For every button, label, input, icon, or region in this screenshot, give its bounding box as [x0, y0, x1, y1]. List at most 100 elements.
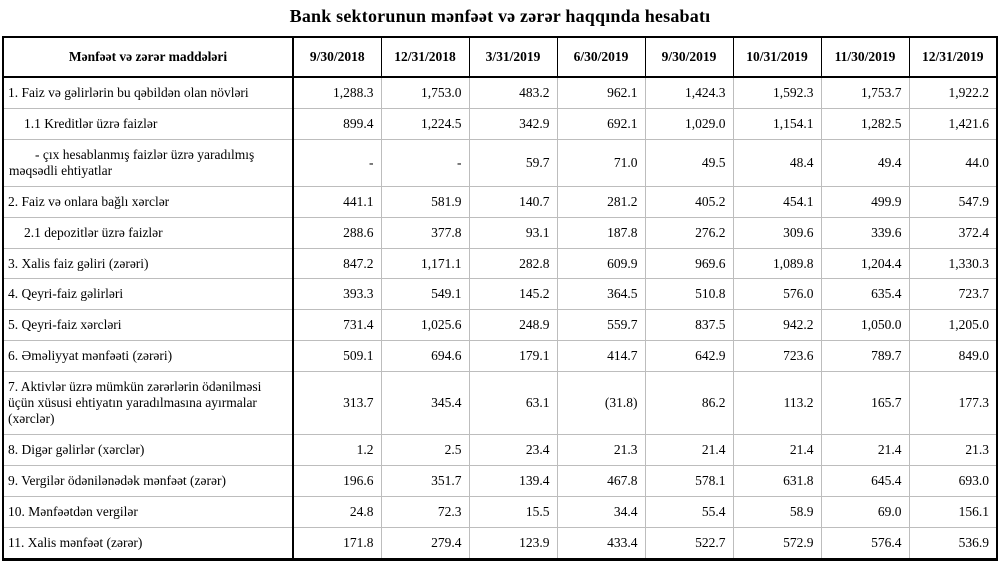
cell-value: 1,224.5	[380, 107, 470, 140]
cell-value: 345.4	[380, 371, 470, 435]
cell-value: 1,424.3	[644, 76, 734, 109]
cell-value: 140.7	[468, 185, 558, 218]
table-row: 10. Mənfəətdən vergilər 24.8 72.3 15.5 34.4 5…	[2, 495, 998, 528]
cell-value: 899.4	[292, 107, 382, 140]
cell-value: 1,154.1	[732, 107, 822, 140]
cell-value: 536.9	[908, 526, 998, 560]
cell-value: 693.0	[908, 464, 998, 497]
cell-value: 499.9	[820, 185, 910, 218]
cell-value: 21.4	[644, 433, 734, 466]
column-header-date: 3/31/2019	[468, 36, 558, 78]
row-label: 3. Xalis faiz gəliri (zərəri)	[2, 247, 294, 280]
table-row: 1. Faiz və gəlirlərin bu qəbildən olan n…	[2, 76, 998, 109]
cell-value: 313.7	[292, 371, 382, 435]
cell-value: 1,753.7	[820, 76, 910, 109]
cell-value: 248.9	[468, 309, 558, 342]
cell-value: 276.2	[644, 216, 734, 249]
table-row: 11. Xalis mənfəət (zərər) 171.8 279.4 123.9…	[2, 526, 998, 560]
cell-value: 581.9	[380, 185, 470, 218]
cell-value: 34.4	[556, 495, 646, 528]
cell-value: 1,205.0	[908, 309, 998, 342]
cell-value: 145.2	[468, 278, 558, 311]
column-header-date: 12/31/2019	[908, 36, 998, 78]
column-header-date: 9/30/2018	[292, 36, 382, 78]
cell-value: 837.5	[644, 309, 734, 342]
cell-value: 339.6	[820, 216, 910, 249]
table-row: 5. Qeyri-faiz xərcləri 731.4 1,025.6 248.9 5…	[2, 309, 998, 342]
cell-value: 645.4	[820, 464, 910, 497]
cell-value: 510.8	[644, 278, 734, 311]
cell-value: 165.7	[820, 371, 910, 435]
table-row: 9. Vergilər ödənilənədək mənfəət (zərər)…	[2, 464, 998, 497]
cell-value: 123.9	[468, 526, 558, 560]
cell-value: 63.1	[468, 371, 558, 435]
cell-value: 547.9	[908, 185, 998, 218]
cell-value: -	[380, 138, 470, 187]
table-row: 1.1 Kreditlər üzrə faizlər 899.4 1,224.5 34…	[2, 107, 998, 140]
cell-value: 1,089.8	[732, 247, 822, 280]
cell-value: 49.4	[820, 138, 910, 187]
cell-value: 309.6	[732, 216, 822, 249]
row-label: 4. Qeyri-faiz gəlirləri	[2, 278, 294, 311]
cell-value: (31.8)	[556, 371, 646, 435]
cell-value: 1,171.1	[380, 247, 470, 280]
table-row: - çıx hesablanmış faizlər üzrə yaradılmı…	[2, 138, 998, 187]
cell-value: 1,421.6	[908, 107, 998, 140]
table-header: Mənfəət və zərər maddələri 9/30/2018 12/31…	[2, 36, 998, 78]
cell-value: 1,288.3	[292, 76, 382, 109]
cell-value: 93.1	[468, 216, 558, 249]
cell-value: 69.0	[820, 495, 910, 528]
table-row: 4. Qeyri-faiz gəlirləri 393.3 549.1 145.2 36…	[2, 278, 998, 311]
cell-value: 171.8	[292, 526, 382, 560]
cell-value: 59.7	[468, 138, 558, 187]
cell-value: 72.3	[380, 495, 470, 528]
cell-value: 156.1	[908, 495, 998, 528]
table-row: 3. Xalis faiz gəliri (zərəri) 847.2 1,171.…	[2, 247, 998, 280]
cell-value: 635.4	[820, 278, 910, 311]
cell-value: 282.8	[468, 247, 558, 280]
cell-value: 2.5	[380, 433, 470, 466]
cell-value: 522.7	[644, 526, 734, 560]
table-row: 6. Əməliyyat mənfəəti (zərəri) 509.1 694.6…	[2, 340, 998, 373]
column-header-date: 10/31/2019	[732, 36, 822, 78]
cell-value: 609.9	[556, 247, 646, 280]
cell-value: 48.4	[732, 138, 822, 187]
cell-value: 1,282.5	[820, 107, 910, 140]
cell-value: 1,753.0	[380, 76, 470, 109]
cell-value: 405.2	[644, 185, 734, 218]
cell-value: 1,204.4	[820, 247, 910, 280]
cell-value: 942.2	[732, 309, 822, 342]
cell-value: 723.7	[908, 278, 998, 311]
cell-value: 279.4	[380, 526, 470, 560]
cell-value: 44.0	[908, 138, 998, 187]
cell-value: 86.2	[644, 371, 734, 435]
profit-loss-table: Mənfəət və zərər maddələri 9/30/2018 12/31…	[2, 36, 998, 561]
row-label: 10. Mənfəətdən vergilər	[2, 495, 294, 528]
cell-value: 24.8	[292, 495, 382, 528]
cell-value: 281.2	[556, 185, 646, 218]
row-label: 11. Xalis mənfəət (zərər)	[2, 526, 294, 560]
cell-value: 578.1	[644, 464, 734, 497]
cell-value: 467.8	[556, 464, 646, 497]
cell-value: 576.0	[732, 278, 822, 311]
cell-value: 969.6	[644, 247, 734, 280]
cell-value: 692.1	[556, 107, 646, 140]
cell-value: 196.6	[292, 464, 382, 497]
row-label: 2. Faiz və onlara bağlı xərclər	[2, 185, 294, 218]
cell-value: 1,050.0	[820, 309, 910, 342]
cell-value: 454.1	[732, 185, 822, 218]
column-header-date: 6/30/2019	[556, 36, 646, 78]
table-row: 2. Faiz və onlara bağlı xərclər 441.1 581.…	[2, 185, 998, 218]
cell-value: 962.1	[556, 76, 646, 109]
cell-value: 1,025.6	[380, 309, 470, 342]
column-header-items: Mənfəət və zərər maddələri	[2, 36, 294, 78]
cell-value: 1,330.3	[908, 247, 998, 280]
cell-value: 377.8	[380, 216, 470, 249]
cell-value: 187.8	[556, 216, 646, 249]
row-label: 1.1 Kreditlər üzrə faizlər	[2, 107, 294, 140]
cell-value: 694.6	[380, 340, 470, 373]
table-row: 7. Aktivlər üzrə mümkün zərərlərin ödəni…	[2, 371, 998, 435]
cell-value: 58.9	[732, 495, 822, 528]
table-body: 1. Faiz və gəlirlərin bu qəbildən olan n…	[2, 76, 998, 560]
